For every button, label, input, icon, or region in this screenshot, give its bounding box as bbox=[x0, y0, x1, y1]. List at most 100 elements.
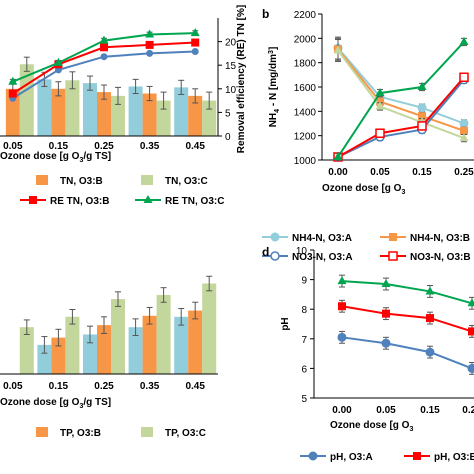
panel-a-xlabel: Ozone dose [g O3/g TS] bbox=[0, 151, 111, 164]
panel-b-label: b bbox=[262, 7, 269, 21]
panel-b: b 1000 1200 1400 1600 1800 2000 2200 0.00 0.05 0.1… bbox=[262, 7, 474, 263]
xlabel-main: Ozone dose [g O bbox=[0, 397, 80, 408]
tick-label-c-x: 0.15 bbox=[49, 381, 69, 392]
panel-a-plot bbox=[5, 28, 217, 136]
xlabel-sub: 3 bbox=[79, 403, 83, 410]
bar-a-s2-2 bbox=[111, 95, 125, 136]
panel-b-plot bbox=[333, 36, 469, 162]
xlabel-tail: /g TS] bbox=[83, 397, 111, 408]
legend-d-ph-b-label: pH, O3:B bbox=[434, 452, 474, 463]
legend-d-ph-b-marker bbox=[413, 452, 421, 460]
legend-b-nh4-a-label: NH4-N, O3:A bbox=[292, 233, 352, 244]
legend-a-tn-c-label: TN, O3:C bbox=[165, 176, 208, 187]
tick-label-c-x: 0.05 bbox=[3, 381, 23, 392]
tick-label-d-x: 0.15 bbox=[420, 405, 440, 416]
tick-label-a-right: 0 bbox=[225, 132, 231, 143]
bar-c-s0-4 bbox=[174, 316, 189, 374]
tick-label-d-y: 10 bbox=[296, 246, 308, 257]
legend-c-tp-c-label: TP, O3:C bbox=[165, 428, 206, 439]
tick-label-b-y: 1200 bbox=[294, 132, 317, 143]
point-d-s2-1 bbox=[381, 279, 391, 288]
panel-d-plot bbox=[337, 274, 474, 375]
panel-d-label: d bbox=[262, 245, 269, 259]
point-b-s5-1 bbox=[375, 88, 385, 97]
point-b-s5-2 bbox=[417, 82, 427, 90]
point-b-s0-3 bbox=[459, 119, 469, 128]
bar-a-s1-2 bbox=[97, 92, 111, 136]
tick-label-b-y: 1000 bbox=[294, 156, 317, 167]
legend-b-no3-a-label: NO3-N, O3:A bbox=[292, 252, 353, 263]
point-d-s1-2 bbox=[426, 314, 434, 323]
legend-b-no3-a: NO3-N, O3:A bbox=[262, 251, 353, 263]
bar-a-s2-4 bbox=[202, 100, 217, 136]
ylabel-part: NH bbox=[268, 113, 279, 127]
ylabel-part: 4 bbox=[274, 109, 281, 113]
tick-label-d-y: 6 bbox=[301, 364, 307, 375]
bar-c-s2-2 bbox=[111, 299, 125, 374]
panel-c: 0.05 0.15 0.25 0.35 0.45 Ozone dose [g O3/g T… bbox=[0, 275, 218, 439]
legend-b-no3-a-marker bbox=[270, 251, 280, 261]
xlabel-sub: 3 bbox=[79, 157, 83, 164]
line-b-s1 bbox=[337, 48, 465, 132]
legend-b-nh4-b: NH4-N, O3:B bbox=[380, 233, 470, 244]
tick-label-a-right: 15 bbox=[225, 61, 237, 72]
line-d-s2 bbox=[341, 280, 473, 305]
point-b-s0-2 bbox=[417, 103, 427, 113]
legend-a-re-b-marker bbox=[29, 196, 37, 204]
point-a-s2-0 bbox=[8, 76, 18, 85]
legend-a-re-c: RE TN, O3:C bbox=[135, 195, 224, 207]
bar-c-s1-4 bbox=[188, 310, 203, 374]
point-a-s1-3 bbox=[145, 40, 154, 49]
panel-a: 0 5 10 15 20 0.05 0.15 0.25 0.35 0.45 Ozone dose [… bbox=[0, 5, 247, 207]
point-a-s2-1 bbox=[53, 57, 63, 66]
panel-c-plot bbox=[19, 275, 217, 374]
bar-c-s2-1 bbox=[65, 316, 80, 374]
bar-a-s1-4 bbox=[188, 95, 203, 136]
tick-label-a-right: 20 bbox=[225, 38, 237, 49]
point-a-s2-2 bbox=[99, 35, 109, 44]
line-b-s2 bbox=[337, 49, 465, 140]
xlabel-sub: 3 bbox=[401, 189, 405, 196]
point-a-s0-2 bbox=[100, 53, 108, 61]
line-b-s4 bbox=[337, 76, 465, 158]
line-b-s0 bbox=[337, 47, 465, 125]
bar-c-s1-2 bbox=[97, 325, 111, 374]
tick-label-a-right: 5 bbox=[225, 108, 231, 119]
point-b-s4-3 bbox=[459, 72, 469, 83]
point-a-s0-3 bbox=[146, 49, 154, 57]
bar-c-s0-1 bbox=[37, 344, 52, 374]
bar-c-s2-0 bbox=[19, 327, 34, 374]
tick-label-a-x: 0.25 bbox=[94, 141, 114, 152]
bar-a-s0-2 bbox=[83, 83, 97, 136]
tick-label-a-x: 0.15 bbox=[49, 141, 69, 152]
legend-d-ph-a: pH, O3:A bbox=[300, 451, 373, 463]
tick-label-b-x: 0.00 bbox=[328, 167, 348, 178]
point-a-s1-0 bbox=[8, 89, 17, 98]
point-d-s1-3 bbox=[468, 327, 474, 336]
legend-a-re-b-label: RE TN, O3:B bbox=[50, 196, 109, 207]
tick-label-d-y: 8 bbox=[301, 305, 307, 316]
legend-b-nh4-a: NH4-N, O3:A bbox=[262, 232, 352, 244]
legend-a-tn-b-swatch bbox=[36, 175, 48, 185]
bar-c-s0-3 bbox=[128, 327, 143, 374]
legend-a-re-c-label: RE TN, O3:C bbox=[165, 196, 224, 207]
legend-d-ph-a-label: pH, O3:A bbox=[330, 452, 373, 463]
bar-a-s0-1 bbox=[37, 79, 52, 136]
legend-a-re-c-marker bbox=[143, 195, 153, 203]
tick-label-a-right: 10 bbox=[225, 85, 237, 96]
panel-d-xlabel: Ozone dose [g O3 bbox=[330, 420, 413, 433]
point-b-s1-2 bbox=[418, 112, 426, 121]
tick-label-b-y: 2000 bbox=[294, 34, 317, 45]
legend-a-tn-b: TN, O3:B bbox=[36, 175, 103, 187]
bar-a-s0-3 bbox=[128, 86, 143, 136]
point-d-s1-1 bbox=[382, 309, 390, 318]
line-b-s5 bbox=[337, 41, 465, 158]
legend-c-tp-b-label: TP, O3:B bbox=[60, 428, 101, 439]
point-d-s0-3 bbox=[467, 363, 474, 373]
legend-b-no3-b: NO3-N, O3:B bbox=[380, 251, 471, 263]
xlabel-main: Ozone dose [g O bbox=[322, 183, 402, 194]
legend-b-no3-b-label: NO3-N, O3:B bbox=[410, 252, 471, 263]
tick-label-c-x: 0.25 bbox=[94, 381, 114, 392]
line-b-s3 bbox=[337, 79, 465, 158]
bar-a-s0-4 bbox=[174, 87, 189, 136]
